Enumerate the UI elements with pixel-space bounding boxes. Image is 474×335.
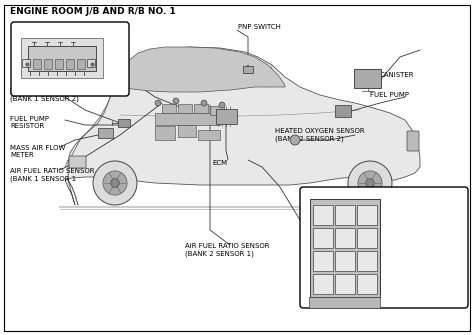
FancyBboxPatch shape xyxy=(178,125,196,137)
Polygon shape xyxy=(112,47,285,92)
Circle shape xyxy=(173,98,179,104)
FancyBboxPatch shape xyxy=(313,273,334,293)
FancyBboxPatch shape xyxy=(336,227,356,248)
FancyBboxPatch shape xyxy=(210,106,224,115)
Circle shape xyxy=(93,161,137,205)
Text: ENGINE ROOM J/B AND R/B NO. 1: ENGINE ROOM J/B AND R/B NO. 1 xyxy=(10,7,176,16)
Circle shape xyxy=(365,179,374,187)
Circle shape xyxy=(110,179,119,187)
FancyBboxPatch shape xyxy=(336,251,356,270)
Circle shape xyxy=(219,102,225,108)
Text: ECM: ECM xyxy=(212,160,228,166)
Text: AIR FUEL RATIO SENSOR
(BANK 2 SENSOR 1): AIR FUEL RATIO SENSOR (BANK 2 SENSOR 1) xyxy=(185,243,270,257)
FancyBboxPatch shape xyxy=(335,105,351,117)
FancyBboxPatch shape xyxy=(357,273,377,293)
Circle shape xyxy=(290,135,300,145)
Polygon shape xyxy=(65,47,420,205)
FancyBboxPatch shape xyxy=(88,60,95,67)
FancyBboxPatch shape xyxy=(77,59,85,69)
Text: IG2 RELAY: IG2 RELAY xyxy=(385,204,420,210)
FancyBboxPatch shape xyxy=(194,104,208,113)
FancyBboxPatch shape xyxy=(11,22,129,96)
FancyBboxPatch shape xyxy=(55,59,63,69)
Text: ST RELAY: ST RELAY xyxy=(34,79,66,85)
Text: FUEL PUMP
RELAY: FUEL PUMP RELAY xyxy=(385,223,424,237)
FancyBboxPatch shape xyxy=(313,251,334,270)
Text: HEATED OXYGEN SENSOR
(BANK 2 SENSOR 2): HEATED OXYGEN SENSOR (BANK 2 SENSOR 2) xyxy=(275,128,365,142)
FancyBboxPatch shape xyxy=(313,204,334,224)
FancyBboxPatch shape xyxy=(300,187,468,308)
FancyBboxPatch shape xyxy=(198,130,220,140)
FancyBboxPatch shape xyxy=(22,60,30,67)
FancyBboxPatch shape xyxy=(66,59,74,69)
FancyBboxPatch shape xyxy=(33,59,41,69)
FancyBboxPatch shape xyxy=(357,227,377,248)
Text: AIR FUEL RATIO SENSOR
(BANK 1 SENSOR 1: AIR FUEL RATIO SENSOR (BANK 1 SENSOR 1 xyxy=(10,168,94,182)
Circle shape xyxy=(358,171,382,195)
FancyBboxPatch shape xyxy=(118,119,130,127)
FancyBboxPatch shape xyxy=(336,273,356,293)
Text: HEATED OXYGEN SENSOR
(BANK 1 SENSOR 2): HEATED OXYGEN SENSOR (BANK 1 SENSOR 2) xyxy=(10,88,100,102)
FancyBboxPatch shape xyxy=(178,104,192,113)
FancyBboxPatch shape xyxy=(44,59,52,69)
FancyBboxPatch shape xyxy=(407,131,419,151)
FancyBboxPatch shape xyxy=(69,156,86,168)
Circle shape xyxy=(103,171,127,195)
FancyBboxPatch shape xyxy=(21,38,103,78)
Circle shape xyxy=(348,161,392,205)
FancyBboxPatch shape xyxy=(98,128,112,137)
FancyBboxPatch shape xyxy=(243,66,253,73)
FancyBboxPatch shape xyxy=(357,251,377,270)
FancyBboxPatch shape xyxy=(313,227,334,248)
FancyBboxPatch shape xyxy=(357,204,377,224)
Circle shape xyxy=(201,100,207,106)
FancyBboxPatch shape xyxy=(310,199,380,297)
FancyBboxPatch shape xyxy=(355,68,382,87)
Text: FUEL PUMP: FUEL PUMP xyxy=(370,92,409,98)
FancyBboxPatch shape xyxy=(216,109,237,124)
Text: INTEGRATION
RELAY: INTEGRATION RELAY xyxy=(385,257,432,269)
Text: FUEL PUMP
RESISTOR: FUEL PUMP RESISTOR xyxy=(10,116,49,129)
Text: CANISTER: CANISTER xyxy=(380,72,414,78)
FancyBboxPatch shape xyxy=(310,296,381,308)
Text: MASS AIR FLOW
METER: MASS AIR FLOW METER xyxy=(10,144,65,157)
FancyBboxPatch shape xyxy=(162,104,176,113)
Text: PNP SWITCH: PNP SWITCH xyxy=(238,24,281,30)
FancyBboxPatch shape xyxy=(336,204,356,224)
Circle shape xyxy=(155,100,161,106)
FancyBboxPatch shape xyxy=(155,113,220,125)
FancyBboxPatch shape xyxy=(28,46,96,71)
FancyBboxPatch shape xyxy=(155,126,175,140)
